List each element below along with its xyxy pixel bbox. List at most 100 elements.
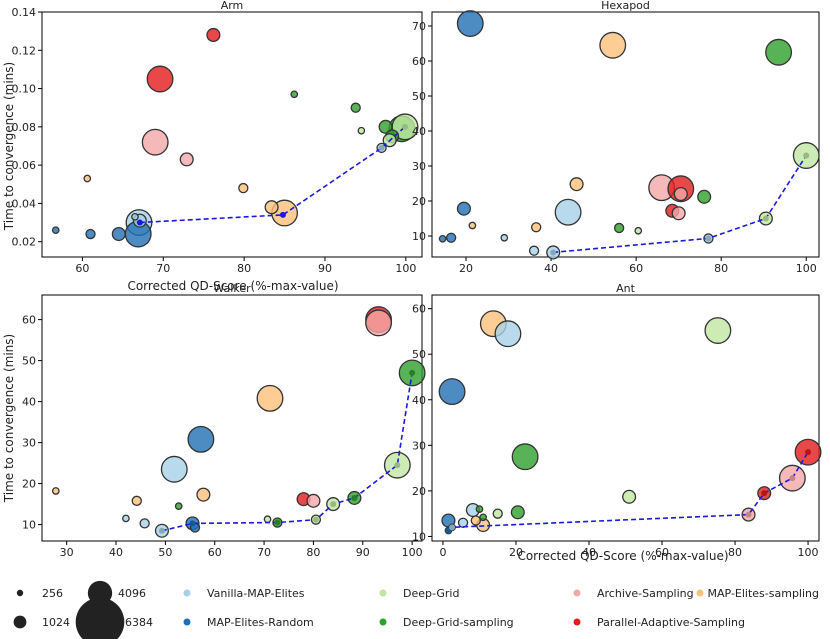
data-point: [365, 309, 393, 337]
plot-frame: [41, 294, 423, 542]
panel-ant: Ant 0 20 40 60 80 100 10 20 30 40 50 60: [412, 282, 822, 559]
data-point: [263, 515, 272, 524]
data-point: [196, 487, 211, 502]
x-tick-label: 100: [395, 262, 416, 275]
panel-arm: Arm 60 70 80 90 100 0.02 0.04 0.06 0.08 0.10 0.12 0.…: [12, 0, 423, 275]
data-point: [622, 489, 637, 504]
frontier-point: [705, 235, 712, 242]
data-point: [569, 177, 584, 192]
panel-title: Walker: [213, 282, 251, 295]
data-point: [510, 505, 525, 520]
data-point: [528, 245, 540, 256]
x-tick-label: 40: [544, 262, 558, 275]
x-tick-label: 80: [306, 546, 320, 559]
y-tick-label: 20: [412, 485, 426, 498]
algorithm-legend-label: Deep-Grid: [403, 587, 459, 600]
data-point: [51, 226, 60, 235]
legend: 256 1024 4096 16384 Vanilla-MAP-Elites MAP-El…: [13, 580, 819, 639]
data-point: [475, 505, 484, 513]
y-tick-label: 30: [22, 437, 36, 450]
x-tick-label: 70: [156, 262, 170, 275]
frontier-point: [378, 144, 385, 151]
data-point: [187, 425, 215, 453]
data-point: [357, 126, 366, 135]
data-point: [174, 502, 183, 510]
data-point: [445, 232, 457, 243]
data-point: [51, 487, 60, 495]
data-point: [438, 234, 447, 243]
data-point: [613, 222, 625, 234]
size-legend-label: 256: [42, 587, 63, 600]
algorithm-legend-marker: [573, 589, 581, 597]
y-tick-label: 40: [412, 125, 426, 138]
y-tick-label: 40: [22, 396, 36, 409]
size-legend-marker: [13, 615, 27, 629]
data-point: [634, 226, 643, 235]
y-tick-label: 10: [22, 519, 36, 532]
data-point: [438, 378, 466, 406]
x-tick-label: 60: [655, 546, 669, 559]
frontier-point: [789, 475, 796, 482]
data-point: [468, 221, 477, 230]
algorithm-legend-label: MAP-Elites-Random: [207, 616, 314, 629]
y-tick-label: 60: [22, 314, 36, 327]
frontier-point: [330, 501, 337, 508]
data-point: [139, 518, 150, 529]
frontier-point: [279, 211, 286, 218]
y-axis-label-bottom: Time to convergence (mins): [2, 334, 16, 503]
data-point: [554, 198, 582, 226]
y-tick-label: 60: [412, 55, 426, 68]
size-legend-label: 1024: [42, 616, 70, 629]
x-axis-label-right: Corrected QD-Score (%-max-value): [517, 549, 728, 563]
y-tick-label: 30: [412, 439, 426, 452]
y-tick-label: 70: [412, 20, 426, 33]
frontier-point: [402, 123, 409, 130]
y-tick-label: 0.04: [12, 197, 37, 210]
y-tick-label: 50: [412, 348, 426, 361]
x-tick-label: 90: [318, 262, 332, 275]
data-point: [479, 513, 487, 522]
x-tick-label: 80: [237, 262, 251, 275]
y-tick-label: 30: [412, 160, 426, 173]
frontier-point: [351, 494, 358, 501]
data-point: [511, 443, 539, 471]
data-point: [671, 206, 686, 221]
data-point: [238, 182, 249, 194]
data-point: [494, 320, 522, 348]
frontier-point: [274, 519, 281, 526]
data-point: [531, 222, 542, 233]
data-point: [470, 515, 481, 526]
data-point: [492, 508, 503, 519]
plot-frame: [431, 11, 820, 258]
pareto-frontier-line: [553, 155, 807, 254]
algorithm-legend-marker: [379, 589, 387, 597]
x-tick-label: 100: [796, 262, 817, 275]
data-point: [378, 119, 393, 134]
data-point: [697, 189, 712, 204]
y-tick-label: 50: [22, 355, 36, 368]
panel-hexapod: Hexapod 20 40 60 80 100 10 20 30 40 50 60 70: [412, 0, 820, 275]
size-legend-marker: [75, 597, 125, 639]
x-tick-label: 20: [459, 262, 473, 275]
frontier-point: [805, 449, 812, 456]
data-point: [673, 186, 688, 202]
y-tick-label: 40: [412, 394, 426, 407]
data-point: [122, 514, 130, 523]
algorithm-legend-label: Vanilla-MAP-Elites: [207, 587, 305, 600]
algorithm-legend-label: MAP-Elites-sampling: [708, 587, 819, 600]
x-tick-label: 80: [728, 546, 742, 559]
size-legend-label: 4096: [118, 587, 146, 600]
y-tick-label: 50: [412, 90, 426, 103]
x-tick-label: 60: [629, 262, 643, 275]
data-point: [306, 493, 321, 508]
frontier-point: [136, 219, 143, 226]
frontier-point: [394, 462, 401, 469]
x-tick-label: 40: [582, 546, 596, 559]
data-point: [141, 128, 169, 156]
y-tick-label: 0.08: [12, 121, 37, 134]
x-tick-label: 100: [402, 546, 423, 559]
x-tick-label: 60: [75, 262, 89, 275]
frontier-point: [803, 152, 810, 159]
x-axis-label-left: Corrected QD-Score (%-max-value): [127, 279, 338, 293]
